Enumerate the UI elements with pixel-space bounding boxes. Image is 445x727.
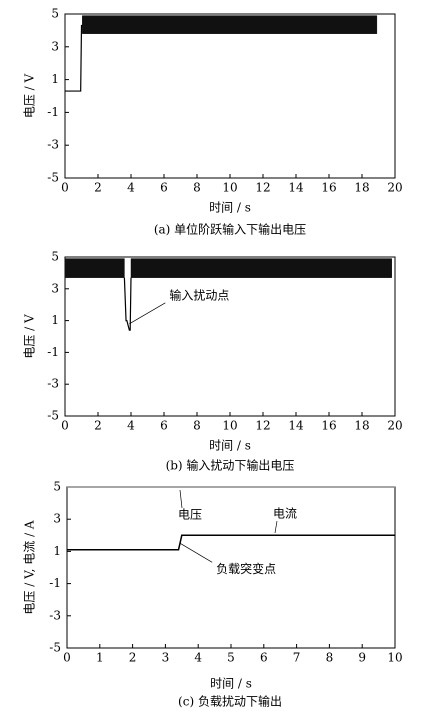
label-leader — [274, 520, 278, 534]
x-tick-label: 5 — [227, 651, 235, 665]
y-tick-label: -5 — [49, 641, 61, 655]
x-tick-label: 2 — [94, 419, 102, 433]
x-tick-label: 14 — [288, 419, 304, 433]
x-tick-label: 14 — [288, 181, 304, 195]
x-tick-label: 4 — [194, 651, 202, 665]
x-tick-label: 16 — [321, 181, 336, 195]
annotation: 负载突变点 — [216, 561, 276, 576]
y-tick-label: 5 — [51, 250, 59, 264]
x-tick-label: 9 — [358, 651, 366, 665]
x-tick-label: 10 — [387, 651, 402, 665]
x-tick-label: 6 — [160, 181, 168, 195]
y-tick-label: 5 — [53, 480, 61, 494]
x-axis-label: 时间 / s — [210, 677, 252, 691]
y-tick-label: 5 — [51, 7, 59, 21]
series-label: 电流 — [273, 507, 297, 521]
x-tick-label: 0 — [61, 181, 69, 195]
label-leader — [179, 489, 183, 509]
y-tick-label: -3 — [49, 608, 61, 622]
x-tick-label: 1 — [96, 651, 104, 665]
plot-frame — [64, 13, 396, 179]
x-tick-label: 8 — [193, 181, 201, 195]
y-tick-label: -5 — [47, 171, 59, 185]
caption: (b) 输入扰动下输出电压 — [166, 458, 295, 473]
caption: (c) 负载扰动下输出 — [178, 694, 282, 709]
plot-frame — [64, 256, 396, 417]
noise-band — [82, 15, 378, 34]
x-tick-label: 20 — [387, 181, 402, 195]
y-axis-label: 电压 / V — [23, 73, 37, 118]
x-tick-label: 10 — [222, 181, 237, 195]
y-tick-label: 1 — [51, 72, 59, 86]
x-tick-label: 18 — [354, 181, 369, 195]
x-tick-label: 2 — [129, 651, 137, 665]
signal-line — [123, 277, 132, 331]
series-line — [67, 534, 395, 551]
signal-line — [65, 24, 83, 92]
y-tick-label: 1 — [53, 544, 61, 558]
series-label: 电压 — [178, 508, 202, 522]
x-tick-label: 10 — [222, 419, 237, 433]
y-axis-label: 电压 / V, 电流 / A — [23, 520, 37, 615]
x-tick-label: 4 — [127, 181, 135, 195]
x-tick-label: 8 — [326, 651, 334, 665]
y-tick-label: 3 — [51, 39, 59, 53]
x-tick-label: 18 — [354, 419, 369, 433]
y-tick-label: 3 — [51, 281, 59, 295]
x-tick-label: 0 — [61, 419, 69, 433]
y-tick-label: -1 — [49, 576, 61, 590]
annotation-leader — [129, 302, 166, 325]
x-tick-label: 20 — [387, 419, 402, 433]
x-tick-label: 12 — [255, 181, 270, 195]
y-tick-label: -1 — [47, 105, 59, 119]
y-tick-label: 1 — [51, 313, 59, 327]
y-tick-label: -5 — [47, 409, 59, 423]
x-tick-label: 6 — [260, 651, 268, 665]
x-tick-label: 7 — [293, 651, 301, 665]
x-tick-label: 16 — [321, 419, 336, 433]
y-tick-label: -3 — [47, 377, 59, 391]
x-tick-label: 0 — [63, 651, 71, 665]
y-tick-label: 3 — [53, 512, 61, 526]
annotation: 输入扰动点 — [169, 287, 229, 302]
x-tick-label: 8 — [193, 419, 201, 433]
x-tick-label: 6 — [160, 419, 168, 433]
x-tick-label: 2 — [94, 181, 102, 195]
x-tick-label: 4 — [127, 419, 135, 433]
caption: (a) 单位阶跃输入下输出电压 — [154, 222, 306, 237]
x-tick-label: 3 — [162, 651, 170, 665]
y-tick-label: -3 — [47, 138, 59, 152]
noise-band — [64, 258, 392, 278]
y-axis-label: 电压 / V — [23, 314, 37, 359]
y-tick-label: -1 — [47, 345, 59, 359]
x-tick-label: 12 — [255, 419, 270, 433]
annotation-leader — [179, 543, 213, 563]
x-axis-label: 时间 / s — [209, 201, 251, 215]
x-axis-label: 时间 / s — [209, 439, 251, 453]
